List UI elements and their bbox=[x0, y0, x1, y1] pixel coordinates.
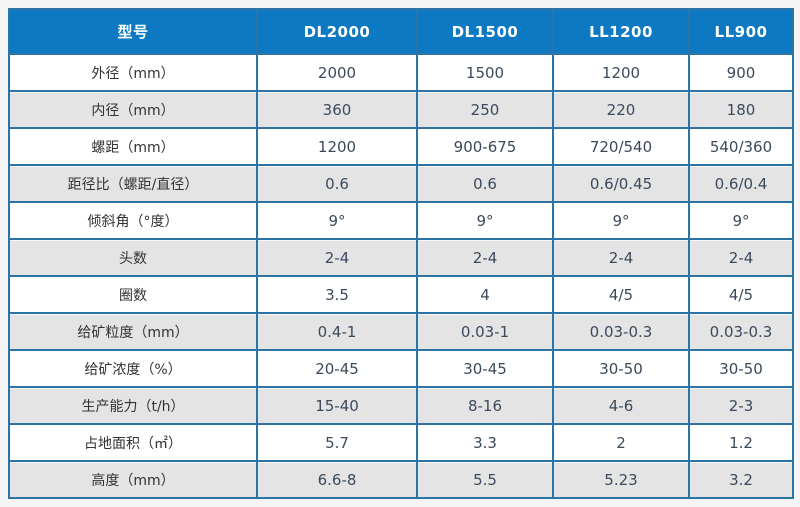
value-cell: 9° bbox=[416, 201, 554, 240]
table-row: 螺距（mm） 1200 900-675 720/540 540/360 bbox=[8, 127, 794, 166]
header-cell-dl2000: DL2000 bbox=[256, 8, 418, 55]
value-cell: 20-45 bbox=[256, 349, 418, 388]
header-cell-dl1500: DL1500 bbox=[416, 8, 554, 55]
value-cell: 540/360 bbox=[688, 127, 794, 166]
value-cell: 0.03-1 bbox=[416, 312, 554, 351]
row-label: 倾斜角（°度） bbox=[8, 201, 258, 240]
row-label: 高度（mm） bbox=[8, 460, 258, 499]
value-cell: 0.6/0.4 bbox=[688, 164, 794, 203]
row-label: 占地面积（㎡） bbox=[8, 423, 258, 462]
value-cell: 0.6 bbox=[256, 164, 418, 203]
value-cell: 6.6-8 bbox=[256, 460, 418, 499]
spec-table-body: 外径（mm） 2000 1500 1200 900 内径（mm） 360 250 220 180 螺… bbox=[8, 53, 794, 499]
row-label: 圈数 bbox=[8, 275, 258, 314]
value-cell: 9° bbox=[256, 201, 418, 240]
value-cell: 0.4-1 bbox=[256, 312, 418, 351]
value-cell: 360 bbox=[256, 90, 418, 129]
value-cell: 0.03-0.3 bbox=[688, 312, 794, 351]
value-cell: 1200 bbox=[552, 53, 690, 92]
value-cell: 3.3 bbox=[416, 423, 554, 462]
value-cell: 1.2 bbox=[688, 423, 794, 462]
header-cell-ll1200: LL1200 bbox=[552, 8, 690, 55]
table-row: 给矿浓度（%） 20-45 30-45 30-50 30-50 bbox=[8, 349, 794, 388]
table-row: 圈数 3.5 4 4/5 4/5 bbox=[8, 275, 794, 314]
value-cell: 4/5 bbox=[688, 275, 794, 314]
value-cell: 2-4 bbox=[552, 238, 690, 277]
value-cell: 0.03-0.3 bbox=[552, 312, 690, 351]
value-cell: 180 bbox=[688, 90, 794, 129]
table-row: 距径比（螺距/直径） 0.6 0.6 0.6/0.45 0.6/0.4 bbox=[8, 164, 794, 203]
table-row: 内径（mm） 360 250 220 180 bbox=[8, 90, 794, 129]
value-cell: 5.7 bbox=[256, 423, 418, 462]
row-label: 螺距（mm） bbox=[8, 127, 258, 166]
table-row: 头数 2-4 2-4 2-4 2-4 bbox=[8, 238, 794, 277]
row-label: 距径比（螺距/直径） bbox=[8, 164, 258, 203]
row-label: 生产能力（t/h） bbox=[8, 386, 258, 425]
value-cell: 2-4 bbox=[256, 238, 418, 277]
value-cell: 2 bbox=[552, 423, 690, 462]
value-cell: 4-6 bbox=[552, 386, 690, 425]
value-cell: 900 bbox=[688, 53, 794, 92]
value-cell: 2-4 bbox=[416, 238, 554, 277]
table-row: 生产能力（t/h） 15-40 8-16 4-6 2-3 bbox=[8, 386, 794, 425]
value-cell: 9° bbox=[552, 201, 690, 240]
value-cell: 720/540 bbox=[552, 127, 690, 166]
header-cell-model: 型号 bbox=[8, 8, 258, 55]
spec-table-container: 型号 DL2000 DL1500 LL1200 LL900 外径（mm） 2000… bbox=[8, 8, 794, 499]
spec-table-header: 型号 DL2000 DL1500 LL1200 LL900 bbox=[8, 8, 794, 55]
table-row: 倾斜角（°度） 9° 9° 9° 9° bbox=[8, 201, 794, 240]
value-cell: 2000 bbox=[256, 53, 418, 92]
row-label: 外径（mm） bbox=[8, 53, 258, 92]
header-cell-ll900: LL900 bbox=[688, 8, 794, 55]
value-cell: 2-4 bbox=[688, 238, 794, 277]
value-cell: 250 bbox=[416, 90, 554, 129]
value-cell: 5.5 bbox=[416, 460, 554, 499]
row-label: 内径（mm） bbox=[8, 90, 258, 129]
table-row: 高度（mm） 6.6-8 5.5 5.23 3.2 bbox=[8, 460, 794, 499]
value-cell: 5.23 bbox=[552, 460, 690, 499]
row-label: 头数 bbox=[8, 238, 258, 277]
value-cell: 1500 bbox=[416, 53, 554, 92]
row-label: 给矿粒度（mm） bbox=[8, 312, 258, 351]
value-cell: 30-50 bbox=[688, 349, 794, 388]
value-cell: 30-45 bbox=[416, 349, 554, 388]
value-cell: 900-675 bbox=[416, 127, 554, 166]
value-cell: 3.2 bbox=[688, 460, 794, 499]
table-row: 占地面积（㎡） 5.7 3.3 2 1.2 bbox=[8, 423, 794, 462]
table-row: 给矿粒度（mm） 0.4-1 0.03-1 0.03-0.3 0.03-0.3 bbox=[8, 312, 794, 351]
header-row: 型号 DL2000 DL1500 LL1200 LL900 bbox=[8, 8, 794, 55]
value-cell: 15-40 bbox=[256, 386, 418, 425]
value-cell: 4/5 bbox=[552, 275, 690, 314]
value-cell: 30-50 bbox=[552, 349, 690, 388]
row-label: 给矿浓度（%） bbox=[8, 349, 258, 388]
value-cell: 0.6 bbox=[416, 164, 554, 203]
value-cell: 3.5 bbox=[256, 275, 418, 314]
value-cell: 9° bbox=[688, 201, 794, 240]
value-cell: 0.6/0.45 bbox=[552, 164, 690, 203]
value-cell: 220 bbox=[552, 90, 690, 129]
value-cell: 8-16 bbox=[416, 386, 554, 425]
value-cell: 1200 bbox=[256, 127, 418, 166]
spec-table: 型号 DL2000 DL1500 LL1200 LL900 外径（mm） 2000… bbox=[8, 8, 794, 499]
value-cell: 4 bbox=[416, 275, 554, 314]
value-cell: 2-3 bbox=[688, 386, 794, 425]
table-row: 外径（mm） 2000 1500 1200 900 bbox=[8, 53, 794, 92]
